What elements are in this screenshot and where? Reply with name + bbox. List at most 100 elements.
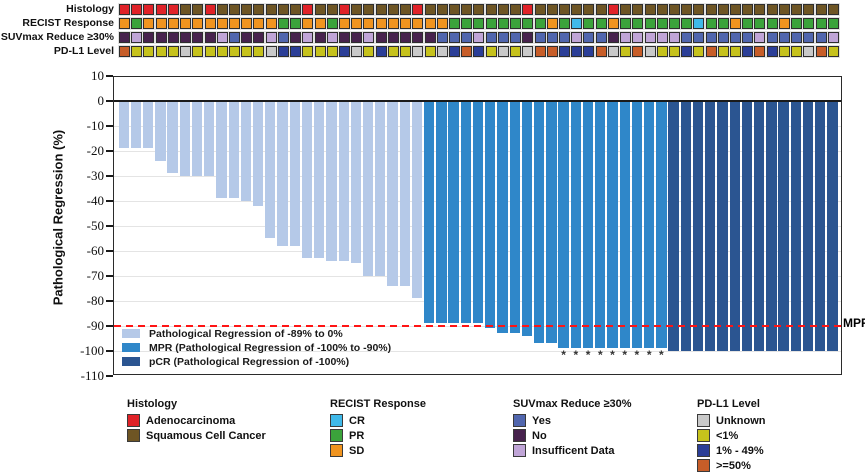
legend-swatch-yes <box>513 414 526 427</box>
regression-bar <box>766 101 777 351</box>
track-cell-suvmax <box>620 32 631 43</box>
track-cell-histology <box>656 4 668 15</box>
track-cell-suvmax <box>229 32 240 43</box>
chart-legend-swatch <box>122 343 140 352</box>
track-cell-suvmax <box>277 32 289 43</box>
track-cell-suvmax <box>571 32 583 43</box>
track-cell-histology <box>693 4 705 15</box>
track-cell-pdl1 <box>607 46 619 57</box>
track-cell-recist <box>473 18 485 29</box>
track-cell-pdl1 <box>558 46 570 57</box>
y-tick-label: -110 <box>80 368 104 383</box>
track-cell-suvmax <box>167 32 179 43</box>
track-cell-suvmax <box>253 32 265 43</box>
regression-bar <box>216 101 227 198</box>
track-cell-recist <box>229 18 240 29</box>
track-cell-histology <box>583 4 595 15</box>
track-cell-pdl1 <box>351 46 363 57</box>
track-cell-recist <box>510 18 521 29</box>
regression-bar <box>619 101 630 348</box>
track-cell-pdl1 <box>510 46 521 57</box>
track-cell-histology <box>339 4 350 15</box>
track-cell-pdl1 <box>522 46 534 57</box>
legend-swatch-PR <box>330 429 343 442</box>
y-tick-mark <box>106 75 113 77</box>
regression-bar <box>155 101 166 161</box>
regression-bar <box>375 101 386 276</box>
zero-baseline <box>114 99 841 102</box>
track-cell-recist <box>387 18 399 29</box>
track-cell-recist <box>448 18 460 29</box>
track-cell-recist <box>668 18 680 29</box>
track-cell-suvmax <box>412 32 424 43</box>
track-cell-histology <box>497 4 509 15</box>
track-cell-histology <box>290 4 302 15</box>
regression-bar <box>790 101 801 351</box>
asterisk-marker: * <box>659 348 664 362</box>
track-cell-suvmax <box>216 32 228 43</box>
track-cell-recist <box>766 18 778 29</box>
track-cell-recist <box>204 18 216 29</box>
track-cell-histology <box>229 4 240 15</box>
track-cell-recist <box>131 18 143 29</box>
regression-bar <box>802 101 814 351</box>
y-tick-mark <box>106 125 113 127</box>
track-cell-histology <box>253 4 265 15</box>
track-cell-pdl1 <box>155 46 167 57</box>
track-cell-histology <box>119 4 130 15</box>
regression-bar <box>607 101 618 348</box>
regression-bar <box>118 101 129 148</box>
track-cell-recist <box>143 18 155 29</box>
track-cell-suvmax <box>131 32 143 43</box>
regression-bar <box>338 101 349 261</box>
track-cell-pdl1 <box>668 46 680 57</box>
regression-bar <box>729 101 740 351</box>
track-cell-histology <box>241 4 253 15</box>
track-cell-histology <box>167 4 179 15</box>
track-cell-suvmax <box>632 32 644 43</box>
regression-bar <box>534 101 545 343</box>
track-cell-suvmax <box>448 32 460 43</box>
track-cell-suvmax <box>326 32 338 43</box>
track-cell-suvmax <box>497 32 509 43</box>
regression-bar <box>705 101 716 351</box>
track-cell-recist <box>277 18 289 29</box>
y-tick-mark <box>106 175 113 177</box>
regression-bar <box>582 101 594 348</box>
track-cell-suvmax <box>546 32 558 43</box>
track-cell-pdl1 <box>180 46 192 57</box>
track-cell-recist <box>778 18 790 29</box>
regression-bar <box>436 101 447 323</box>
track-cell-pdl1 <box>448 46 460 57</box>
track-cell-pdl1 <box>827 46 839 57</box>
legend-swatch-CR <box>330 414 343 427</box>
track-cell-recist <box>791 18 803 29</box>
track-cell-recist <box>167 18 179 29</box>
legend-title: RECIST Response <box>330 398 426 410</box>
track-cell-histology <box>595 4 607 15</box>
asterisk-marker: * <box>646 348 652 362</box>
track-cell-pdl1 <box>681 46 693 57</box>
track-cell-pdl1 <box>546 46 558 57</box>
track-cell-recist <box>681 18 693 29</box>
legend-item-label: CR <box>349 415 365 427</box>
track-cell-histology <box>742 4 754 15</box>
track-cell-pdl1 <box>131 46 143 57</box>
track-cell-suvmax <box>485 32 497 43</box>
track-cell-histology <box>424 4 436 15</box>
track-cell-pdl1 <box>253 46 265 57</box>
track-cell-recist <box>730 18 741 29</box>
track-cell-pdl1 <box>290 46 302 57</box>
track-cell-pdl1 <box>461 46 473 57</box>
track-cell-histology <box>485 4 497 15</box>
track-cell-recist <box>424 18 436 29</box>
track-cell-histology <box>644 4 656 15</box>
gridline <box>114 350 841 352</box>
legend-swatch-insufficient <box>513 444 526 457</box>
track-cell-histology <box>558 4 570 15</box>
track-cell-recist <box>632 18 644 29</box>
track-cell-histology <box>375 4 387 15</box>
track-cell-recist <box>803 18 815 29</box>
track-cell-recist <box>717 18 729 29</box>
track-cell-recist <box>119 18 130 29</box>
